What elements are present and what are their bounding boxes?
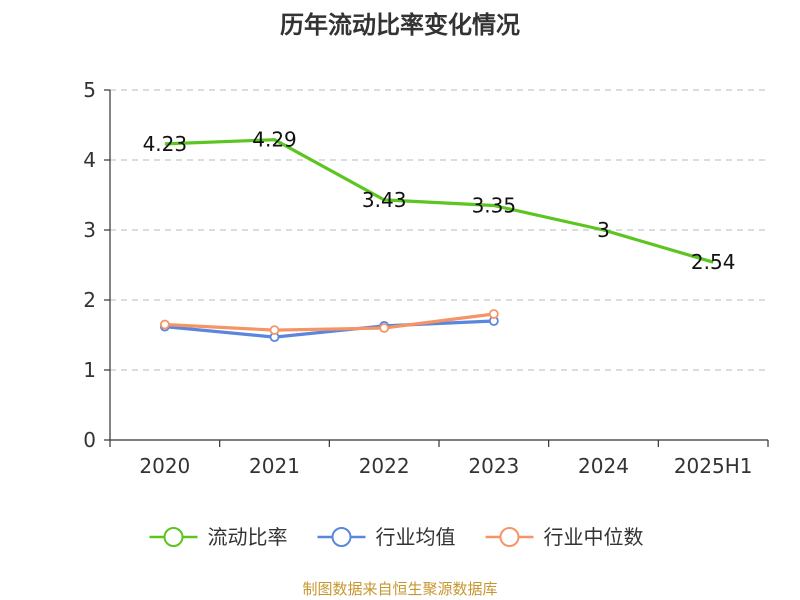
legend-item-1[interactable]: 行业均值 xyxy=(317,525,456,549)
data-point xyxy=(159,319,170,330)
legend-label: 行业均值 xyxy=(376,525,456,549)
data-point xyxy=(488,309,499,319)
x-tick-label: 2020 xyxy=(139,454,190,478)
legend-marker xyxy=(331,527,352,547)
y-tick-label: 3 xyxy=(83,218,96,242)
data-label: 3.43 xyxy=(362,188,407,212)
legend[interactable]: 流动比率 行业均值 行业中位数 xyxy=(149,525,644,549)
data-label: 2.54 xyxy=(691,250,736,274)
x-tick-label: 2021 xyxy=(249,454,300,478)
data-labels: 4.23 4.29 3.43 3.35 3 2.54 xyxy=(143,128,736,275)
series-line-0 xyxy=(164,138,714,264)
series-line-2 xyxy=(164,312,495,332)
legend-item-0[interactable]: 流动比率 xyxy=(149,525,288,549)
data-label: 4.23 xyxy=(143,132,188,156)
y-tick-label: 2 xyxy=(83,288,96,312)
y-tick-label: 1 xyxy=(83,358,96,382)
y-tick-label: 4 xyxy=(83,148,96,172)
x-tick-label: 2022 xyxy=(359,454,410,478)
x-tick-label: 2023 xyxy=(468,454,519,478)
y-tick-label: 5 xyxy=(83,78,96,102)
y-tick-label: 0 xyxy=(83,428,96,452)
data-point xyxy=(379,323,390,333)
legend-item-2[interactable]: 行业中位数 xyxy=(485,525,644,549)
legend-label: 流动比率 xyxy=(208,525,288,549)
legend-marker xyxy=(499,527,520,547)
data-label: 3 xyxy=(597,218,610,242)
source-note: 制图数据来自恒生聚源数据库 xyxy=(302,580,497,598)
chart-title: 历年流动比率变化情况 xyxy=(280,11,520,39)
x-tick-label: 2024 xyxy=(578,454,629,478)
x-tick-label: 2025H1 xyxy=(674,454,753,478)
data-label: 3.35 xyxy=(472,194,517,218)
data-point xyxy=(269,325,280,336)
legend-marker xyxy=(163,527,184,547)
axes: 0 1 2 3 4 5 2020 2021 2022 2023 2024 2025H1 xyxy=(83,78,769,478)
legend-label: 行业中位数 xyxy=(544,525,644,549)
series-line-1 xyxy=(164,319,494,339)
data-label: 4.29 xyxy=(252,128,297,152)
series xyxy=(159,138,714,343)
